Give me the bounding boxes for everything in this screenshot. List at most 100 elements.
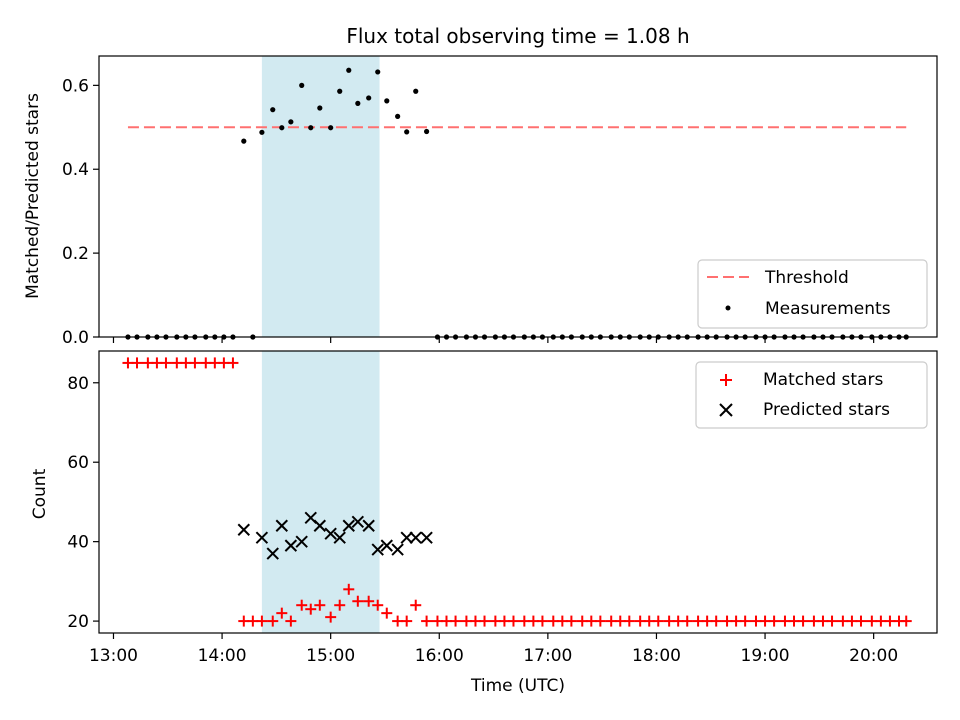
bottom-ytick-label: 40 [67,533,89,553]
matched-star-point [710,615,722,627]
matched-star-point [652,615,664,627]
bottom-xtick-label: 20:00 [849,646,898,666]
matched-star-point [826,615,838,627]
measurement-point [241,138,247,144]
matched-star-point [325,611,337,623]
bottom-xtick-label: 15:00 [306,646,355,666]
matched-star-point [410,599,422,611]
legend-measurements-label: Measurements [765,299,891,319]
bottom-ylabel: Count [30,468,50,519]
bottom-xtick-label: 17:00 [523,646,572,666]
measurement-point [337,88,343,94]
predicted-star-point [342,519,355,532]
predicted-star-point [420,531,433,544]
matched-star-point [256,615,268,627]
predicted-star-point [380,539,393,552]
matched-star-point [681,615,693,627]
legend-measurements-swatch [725,305,731,311]
measurement-point [366,95,372,101]
chart-title: Flux total observing time = 1.08 h [346,24,689,48]
matched-star-point [131,357,143,369]
matched-star-point [285,615,297,627]
top-axes-frame [98,55,938,338]
bottom-ytick-label: 60 [67,453,89,473]
measurement-point [288,119,294,125]
matched-star-point [334,599,346,611]
measurement-point [346,67,352,73]
predicted-star-point [333,531,346,544]
matched-star-point [227,357,239,369]
measurement-point [317,105,323,111]
predicted-star-point [400,531,413,544]
matched-star-point [594,615,606,627]
bottom-panel: 20 40 60 80 13:00 14:00 15:00 16:00 17:00 18:00 19… [30,350,938,696]
measurement-point [270,107,276,113]
matched-star-point [352,595,364,607]
legend-predicted-swatch [719,403,733,417]
matched-star-point [160,357,172,369]
matched-star-point [267,615,279,627]
predicted-star-point [313,519,327,532]
bottom-legend: Matched stars Predicted stars [695,361,928,429]
bottom-ytick-label: 20 [67,612,89,632]
measurement-point [404,129,410,135]
measurement-point [259,129,265,135]
bottom-xlabel: Time (UTC) [470,676,565,696]
predicted-star-point [351,515,365,528]
bottom-axes-frame [98,350,938,634]
bottom-span [261,351,380,633]
bottom-xtick-label: 19:00 [741,646,790,666]
matched-star-point [296,599,308,611]
matched-star-point [739,615,751,627]
top-ytick-label: 0.4 [62,160,89,180]
matched-star-point [536,615,548,627]
legend-predicted-label: Predicted stars [763,400,890,420]
predicted-star-point [237,523,251,536]
predicted-star-point [409,531,422,544]
matched-star-point [276,607,288,619]
matched-star-point [768,615,780,627]
legend-matched-swatch [720,374,732,386]
bottom-xtick-label: 14:00 [198,646,247,666]
predicted-star-point [324,527,337,540]
matched-star-point [421,615,433,627]
matched-star-point [343,583,355,595]
matched-star-point [623,615,635,627]
predicted-star-point [284,539,298,552]
measurement-point [395,113,401,119]
predicted-star-point [255,531,269,544]
measurement-point [299,82,305,88]
matched-star-point [305,603,317,615]
legend-threshold-label: Threshold [764,268,849,288]
matched-star-point [363,595,375,607]
matched-star-point [479,615,491,627]
top-legend: Threshold Measurements [697,259,928,329]
matched-star-point [189,357,201,369]
top-ytick-label: 0.0 [62,328,89,348]
matched-star-point [450,615,462,627]
predicted-star-point [371,543,384,556]
matched-star-point [381,607,393,619]
measurement-point [375,69,381,75]
matched-star-point [855,615,867,627]
matched-star-point [372,599,384,611]
bottom-xtick-label: 16:00 [415,646,464,666]
measurement-point [328,125,334,131]
measurement-point [423,128,430,135]
measurement-point [279,125,285,131]
matched-star-point [401,615,413,627]
measurement-point [355,100,361,106]
top-legend-box [697,259,928,329]
bottom-xtick-label: 13:00 [89,646,138,666]
matched-star-point [507,615,519,627]
bottom-xtick-label: 18:00 [632,646,681,666]
top-ytick-label: 0.2 [62,244,89,264]
bottom-legend-box [695,361,928,429]
predicted-star-point [295,535,308,548]
top-span [261,56,380,337]
matched-star-point [797,615,809,627]
predicted-star-point [266,547,279,560]
top-ylabel: Matched/Predicted stars [23,93,43,299]
measurement-point [384,98,390,104]
